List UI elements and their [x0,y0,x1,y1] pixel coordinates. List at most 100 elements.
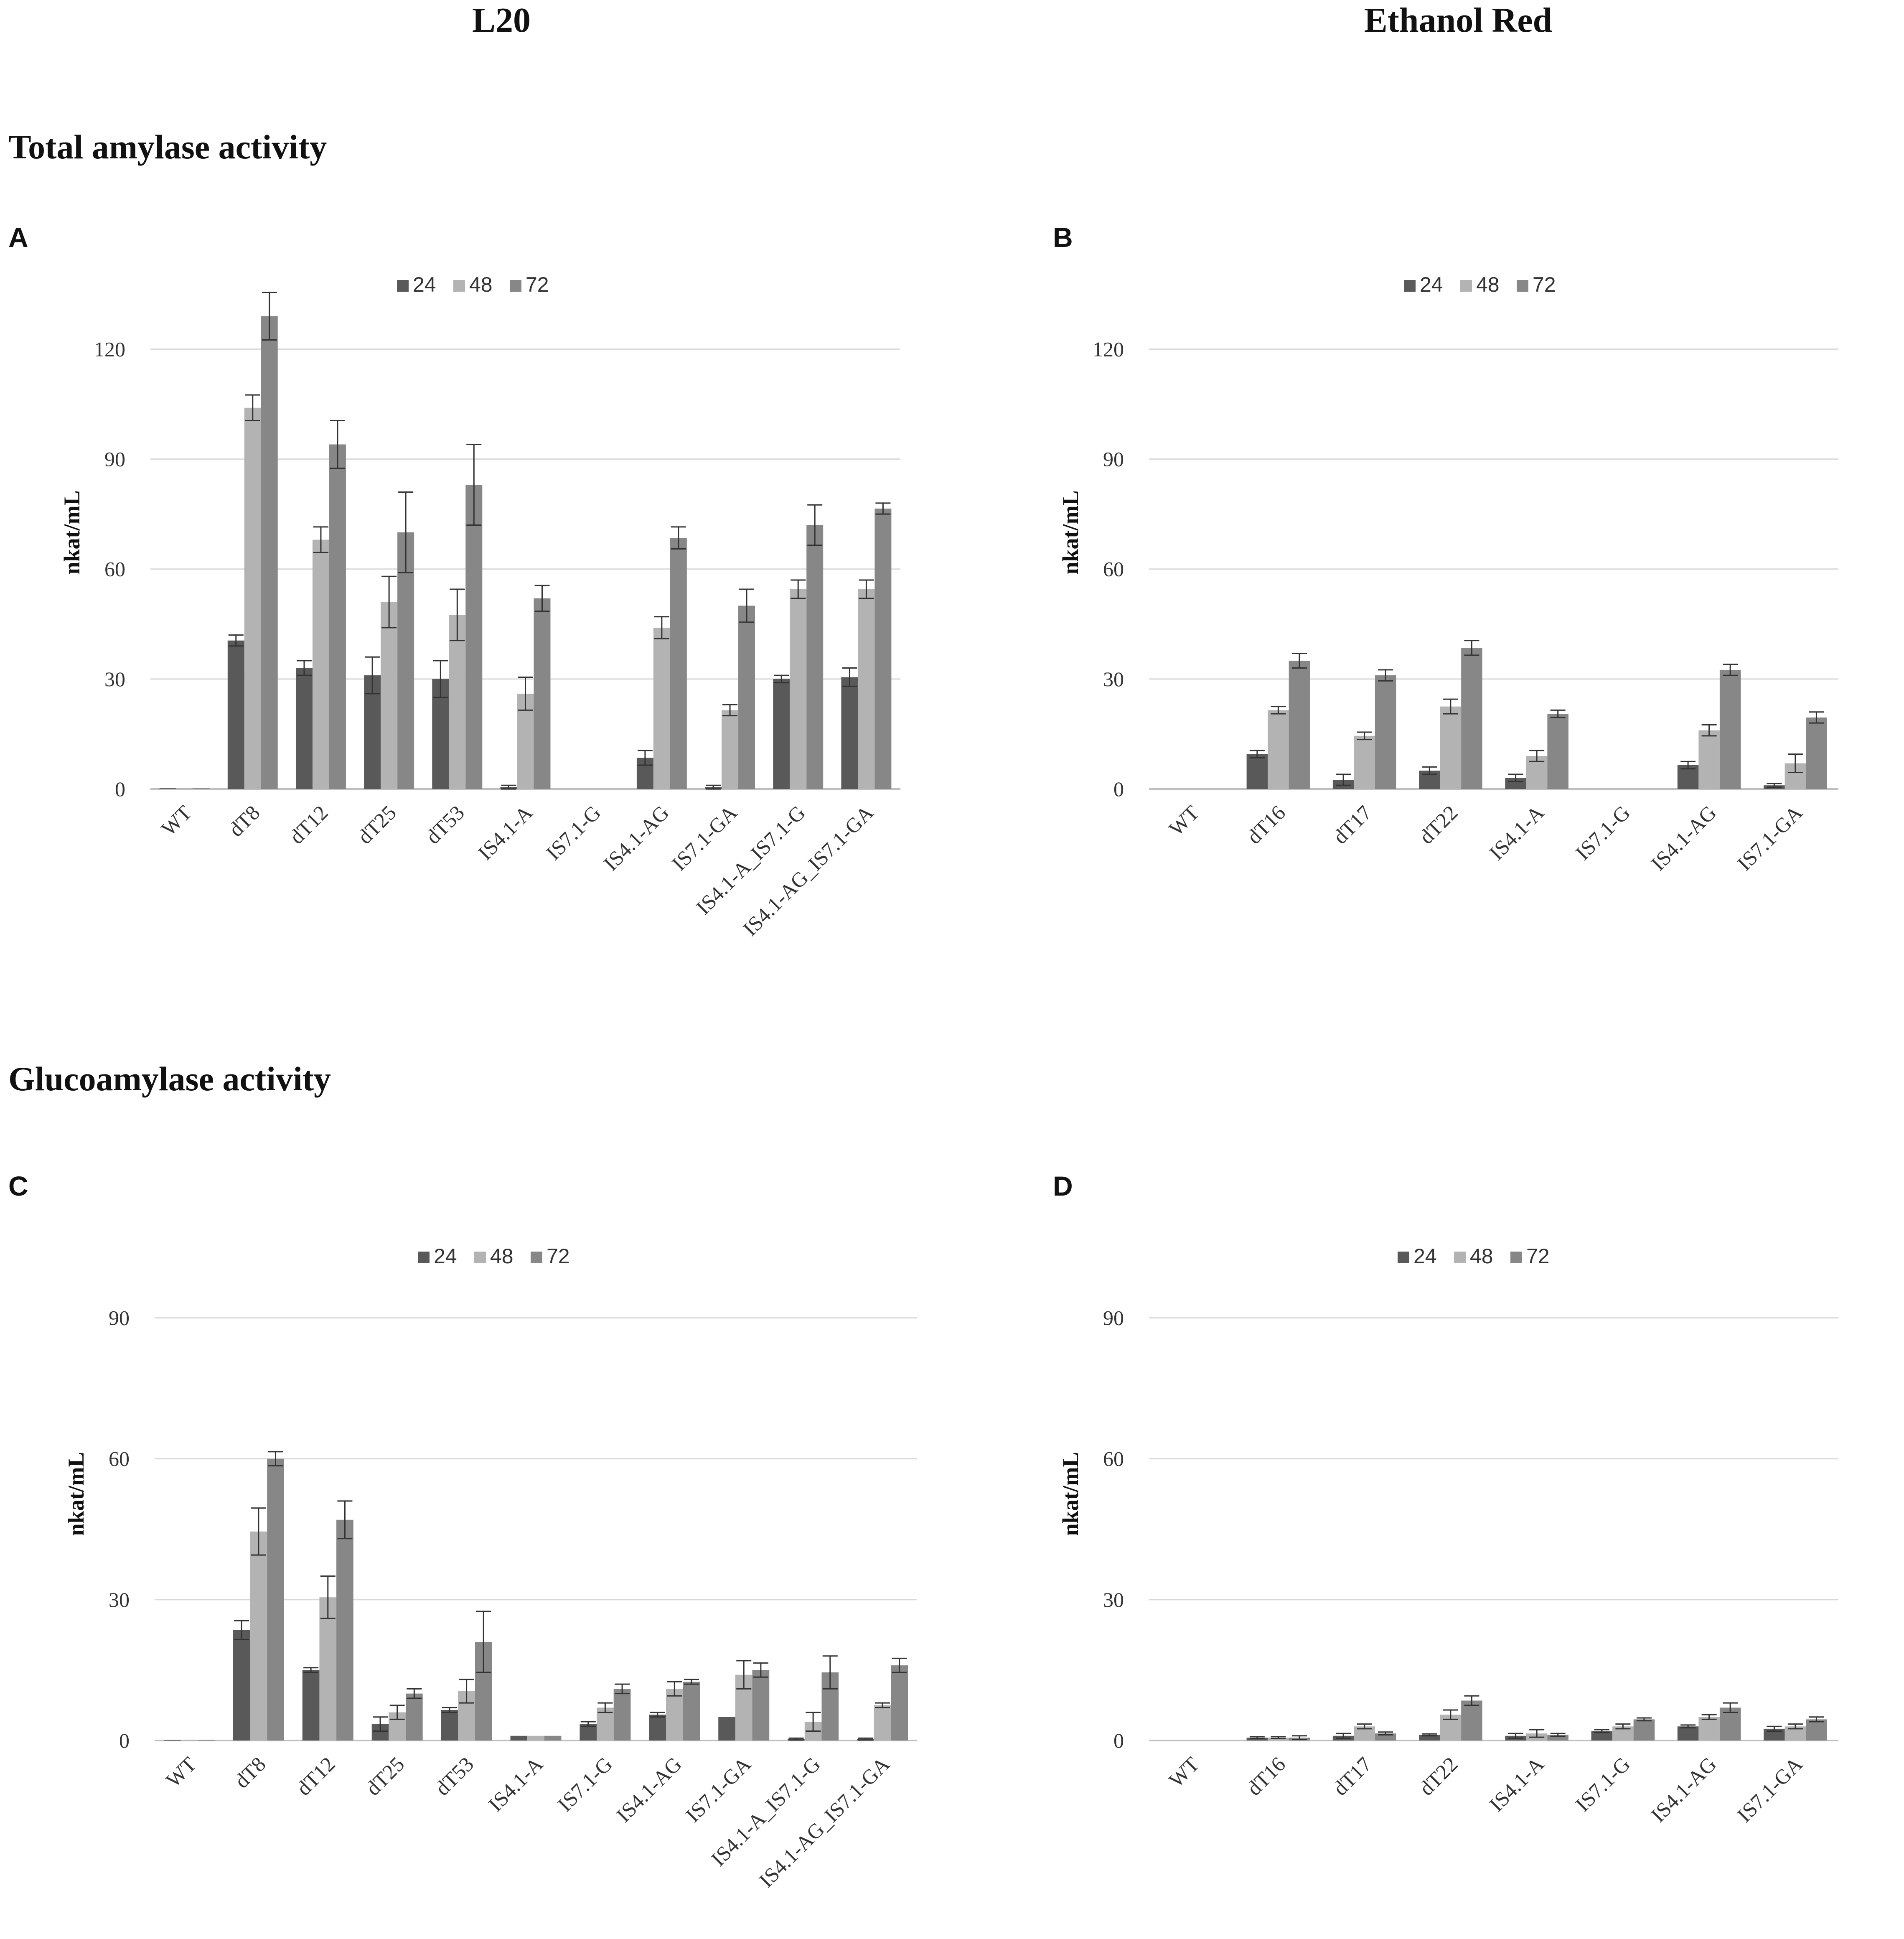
y-tick-label: 60 [109,1447,130,1471]
bar-72-IS7.1-G [613,1689,631,1741]
y-tick-label: 30 [109,1588,130,1611]
column-header-ethanol-red: Ethanol Red [1364,1,1553,40]
bar-48-WT [180,1740,198,1741]
panel-letter-b: B [1053,222,1073,253]
y-axis-label: nkat/mL [64,1452,89,1536]
bar-72-IS7.1-GA [1806,1719,1827,1741]
bar-48-dT17 [1354,735,1375,789]
y-axis-label: nkat/mL [1058,490,1083,574]
y-axis-label: nkat/mL [59,490,84,574]
x-tick-label: dT8 [224,801,264,841]
bar-72-dT12 [336,1519,353,1741]
bar-24-WT [159,788,176,789]
legend-label-72: 72 [1526,1244,1550,1268]
x-tick-label: IS7.1-G [541,801,605,865]
bar-72-IS7.1-GA [752,1670,770,1741]
bar-48-WT [176,788,193,789]
bar-24-IS7.1-G [1591,1731,1613,1741]
bar-72-IS7.1-GA [738,606,755,789]
legend-swatch-48 [453,280,465,292]
bar-24-dT53 [441,1710,458,1741]
y-tick-label: 0 [119,1729,130,1752]
bar-24-IS4.1-AG [649,1715,666,1741]
bar-24-IS4.1-A [510,1735,528,1741]
x-tick-label: IS4.1-AG [1646,1752,1721,1827]
bar-24-dT8 [227,640,244,789]
bar-72-dT25 [397,532,414,789]
y-tick-label: 0 [1113,1729,1124,1752]
bar-48-dT8 [244,407,261,789]
x-tick-label: dT53 [430,1752,478,1800]
bar-72-dT25 [406,1693,423,1741]
x-tick-label: dT12 [292,1752,339,1800]
bar-72-dT22 [1461,648,1482,789]
x-tick-label: IS7.1-GA [1733,1752,1807,1827]
legend-label-48: 48 [1470,1244,1493,1268]
bar-72-IS4.1-A [544,1735,562,1741]
chart-panel-c: C 0 30 60 90 nkat/mL 24 48 72 WT dT8 dT12 dT25 dT53 I… [8,1170,928,1939]
x-tick-label: dT25 [361,1752,409,1800]
bar-72-IS4.1-AG_IS7.1-GA [874,508,892,789]
legend-label-24: 24 [1420,273,1443,296]
bar-72-IS4.1-AG [1719,1707,1741,1741]
legend-label-72: 72 [526,273,549,296]
legend-label-48: 48 [1476,273,1500,296]
y-axis-label: nkat/mL [1058,1452,1083,1536]
x-tick-label: WT [1164,1752,1204,1792]
y-tick-label: 30 [104,667,125,691]
bar-48-IS7.1-G [597,1707,614,1741]
y-tick-label: 120 [1093,337,1124,361]
bar-chart-d: 0 30 60 90 nkat/mL 24 48 72 WT dT16 dT17 dT22 IS4.1-… [1058,1244,1838,1827]
bar-72-dT53 [465,484,483,789]
y-tick-label: 90 [109,1306,130,1330]
legend-label-24: 24 [434,1244,457,1268]
y-tick-label: 90 [1103,448,1124,471]
y-tick-label: 0 [115,777,125,801]
bar-48-IS4.1-A_IS7.1-G [790,589,807,789]
bar-24-IS4.1-AG_IS7.1-GA [841,677,858,789]
legend-label-48: 48 [490,1244,513,1268]
bar-24-IS7.1-GA [718,1717,735,1741]
x-tick-label: WT [161,1752,201,1792]
bar-48-IS4.1-AG_IS7.1-GA [874,1705,891,1741]
column-header-l20: L20 [472,1,531,40]
bar-48-IS4.1-AG [1698,1717,1720,1741]
legend-swatch-24 [397,280,409,292]
bar-48-dT12 [319,1597,337,1741]
x-tick-label: IS7.1-G [553,1752,617,1816]
x-tick-label: IS4.1-A [484,1752,548,1816]
bar-24-dT12 [295,668,313,789]
bar-48-dT8 [250,1531,267,1741]
x-tick-label: dT17 [1328,801,1376,848]
legend-swatch-72 [1517,280,1528,292]
bar-chart-b: 0 30 60 90 120 nkat/mL 24 48 72 WT dT16 dT17 dT22 IS4… [1058,273,1838,875]
x-tick-label: dT22 [1414,1752,1462,1800]
x-tick-label: IS7.1-G [1571,801,1635,865]
bar-72-dT22 [1461,1700,1482,1741]
bar-24-IS4.1-AG [1677,1726,1699,1741]
y-tick-label: 90 [1103,1306,1124,1330]
bar-72-dT8 [267,1458,284,1741]
x-tick-label: IS7.1-GA [681,1752,755,1827]
legend-swatch-24 [1404,280,1416,292]
y-tick-label: 0 [1113,777,1124,801]
x-tick-label: dT53 [421,801,469,848]
legend-swatch-72 [1510,1252,1522,1263]
y-tick-label: 120 [94,337,125,361]
bar-72-WT [198,1740,215,1741]
legend-swatch-48 [474,1252,486,1263]
x-tick-label: IS4.1-A [1485,1752,1548,1816]
y-tick-label: 30 [1103,667,1124,691]
x-tick-label: dT16 [1242,801,1290,848]
bar-48-IS4.1-AG [666,1689,683,1741]
bar-72-IS4.1-A [1547,714,1568,789]
x-tick-label: IS4.1-A [473,801,537,865]
legend-swatch-24 [418,1252,430,1263]
chart-panel-b: B 0 30 60 90 120 nkat/mL 24 48 72 WT dT16 dT17 dT22 I… [1053,221,1904,990]
x-tick-label: dT16 [1242,1752,1290,1800]
x-tick-label: dT12 [285,801,333,848]
x-tick-label: IS4.1-A [1485,801,1548,865]
chart-panel-d: D 0 30 60 90 nkat/mL 24 48 72 WT dT16 dT17 dT22 IS4.… [1053,1170,1904,1939]
bar-72-IS7.1-GA [1806,717,1827,789]
